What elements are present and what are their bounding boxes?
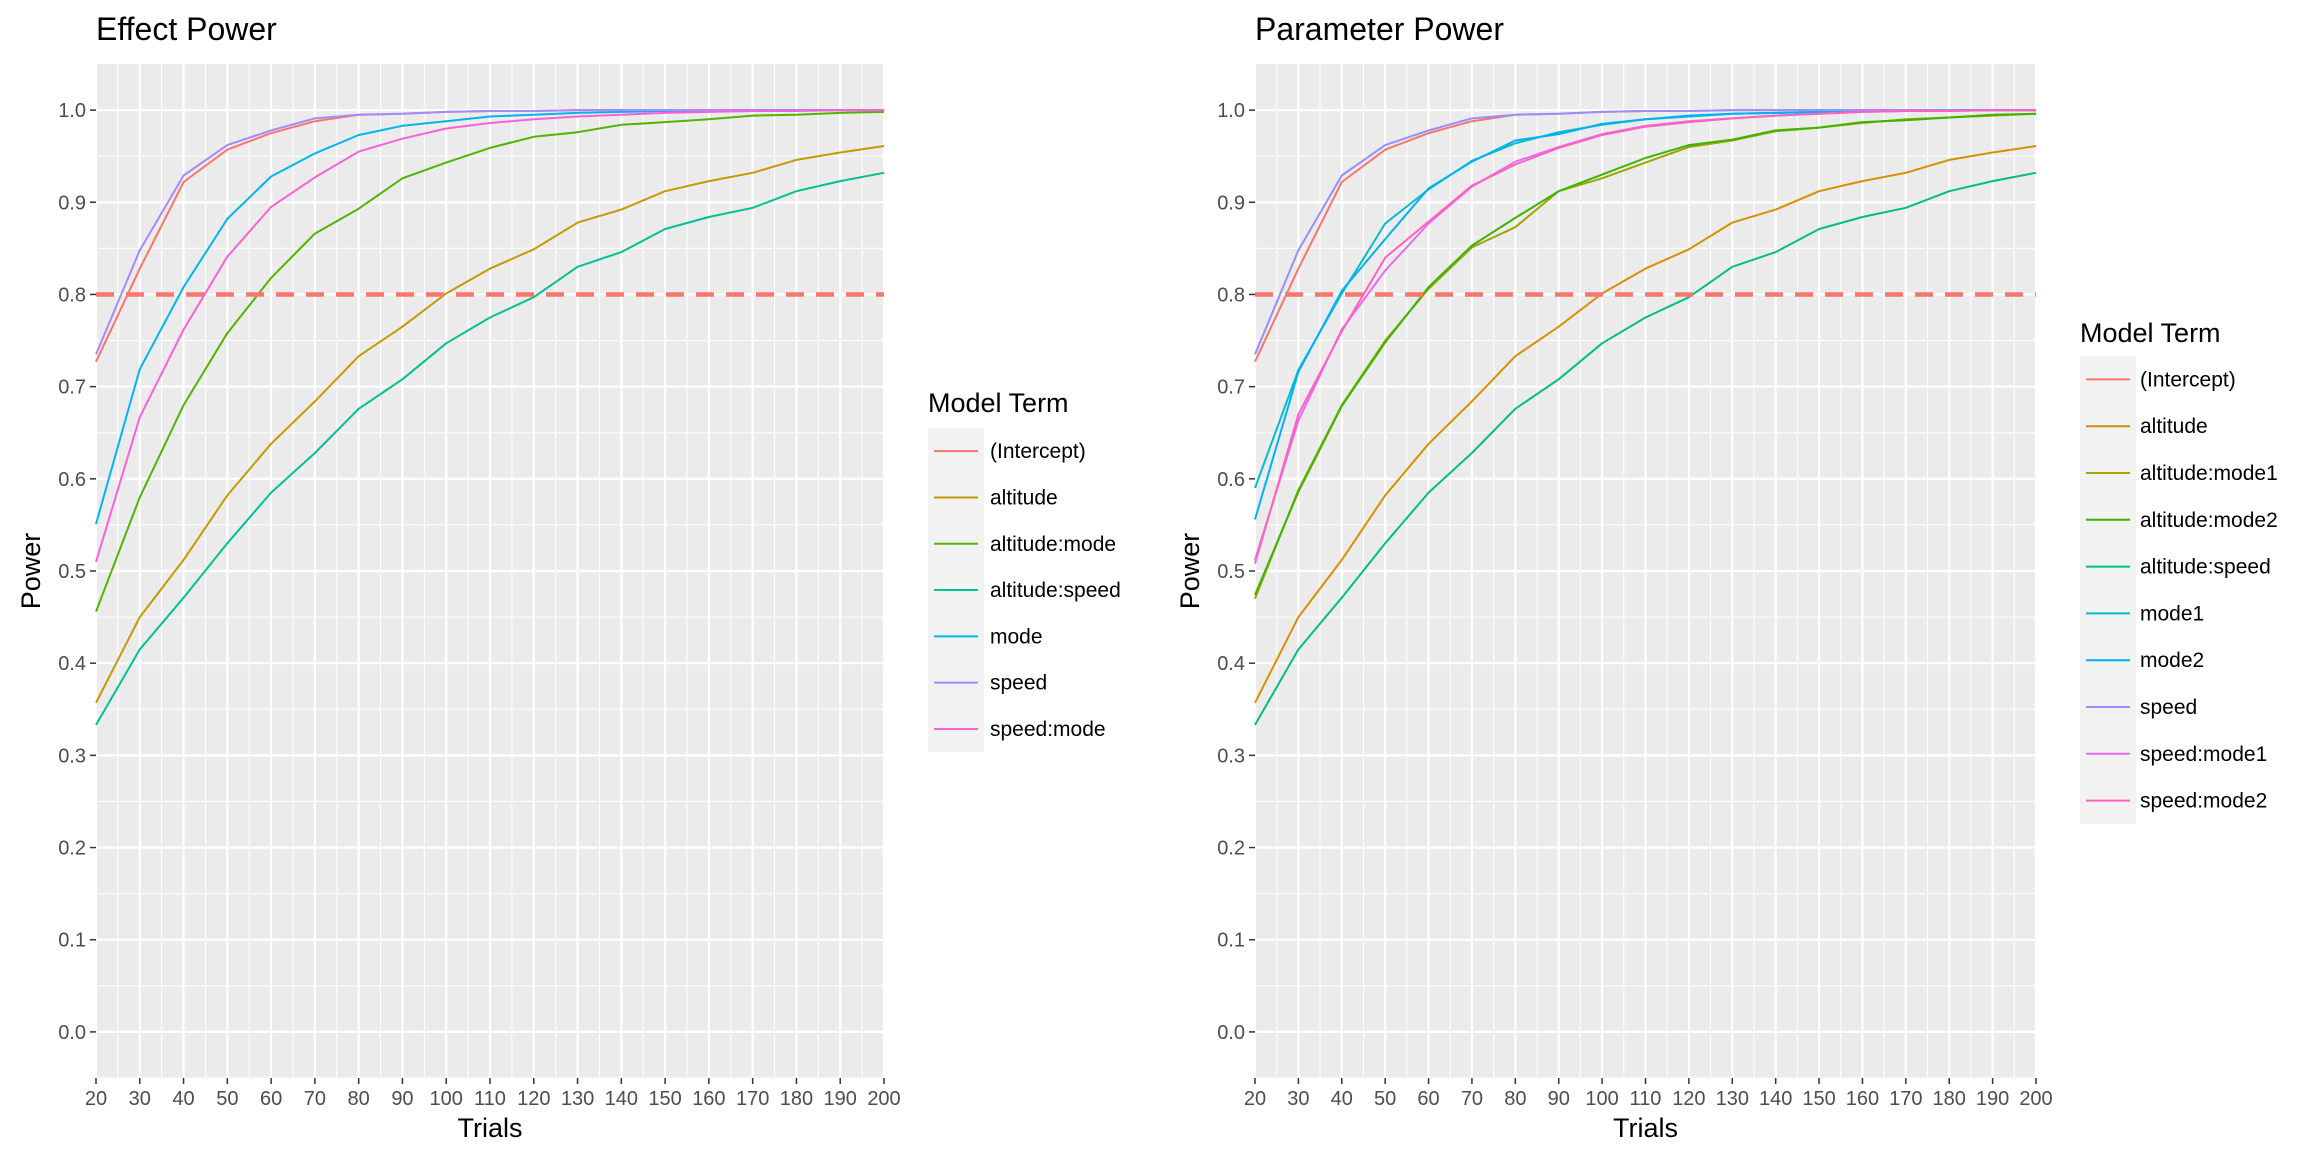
legend-label: mode [990,625,1043,648]
legend: Model Term (Intercept) altitude altitude:mo… [928,388,1121,753]
x-tick-label: 20 [1244,1088,1266,1110]
x-tick-label: 90 [391,1088,413,1110]
x-tick-label: 180 [780,1088,813,1110]
series-line [95,171,885,726]
y-tick-label: 0.7 [1217,377,1245,399]
chart-title: Parameter Power [1255,11,1504,47]
chart-panel-1: Effect Power 0.0 0.1 0.2 0.3 0.4 0.5 0.6 0.7 0.8 0… [16,11,1121,1143]
x-tick-label: 120 [1672,1088,1705,1110]
x-tick-label: 150 [1802,1088,1835,1110]
y-tick-label: 0.8 [58,284,86,306]
x-tick-label: 120 [517,1088,550,1110]
x-tick-label: 170 [1889,1088,1922,1110]
y-tick-label: 0.4 [58,653,86,675]
x-tick-label: 40 [1331,1088,1353,1110]
x-tick-label: 50 [216,1088,238,1110]
x-axis-title: Trials [458,1113,523,1143]
x-tick-label: 80 [1504,1088,1526,1110]
legend-label: speed:mode2 [2140,790,2267,813]
y-tick-label: 0.5 [1217,561,1245,583]
x-tick-label: 170 [736,1088,769,1110]
legend-label: speed:mode [990,718,1106,741]
legend-key-background [2080,356,2136,824]
y-tick-label: 0.0 [58,1022,86,1044]
legend-title: Model Term [2080,318,2221,348]
legend-label: altitude:speed [990,579,1121,602]
x-tick-label: 160 [692,1088,725,1110]
legend-title: Model Term [928,388,1069,418]
x-axis-title: Trials [1613,1113,1678,1143]
y-tick-label: 0.2 [58,838,86,860]
x-tick-label: 100 [430,1088,463,1110]
series-line [1254,112,2037,596]
x-tick-label: 50 [1374,1088,1396,1110]
x-tick-label: 60 [1417,1088,1439,1110]
x-tick-label: 70 [1461,1088,1483,1110]
legend-label: speed:mode1 [2140,743,2267,766]
series-line [1254,171,2037,726]
series-line [1254,145,2037,704]
y-tick-label: 0.5 [58,561,86,583]
legend-label: mode2 [2140,649,2204,672]
y-tick-label: 1.0 [58,100,86,122]
y-tick-label: 0.1 [58,930,86,952]
x-tick-label: 150 [648,1088,681,1110]
y-tick-label: 0.6 [58,469,86,491]
y-tick-label: 0.8 [1217,284,1245,306]
x-tick-label: 110 [1630,1088,1662,1110]
y-tick-label: 0.4 [1217,653,1245,675]
series-line [95,109,884,563]
x-tick-label: 200 [2019,1088,2052,1110]
series-line [95,110,885,612]
x-tick-label: 90 [1548,1088,1570,1110]
y-tick-label: 0.0 [1217,1022,1245,1044]
legend: Model Term (Intercept) altitude altitude:mo… [2080,318,2278,824]
legend-label: (Intercept) [2140,368,2236,391]
y-tick-label: 0.6 [1217,469,1245,491]
legend-label: altitude:speed [2140,556,2271,579]
x-tick-label: 30 [129,1088,151,1110]
x-tick-label: 110 [474,1088,506,1110]
legend-label: altitude [990,486,1058,509]
x-tick-label: 160 [1846,1088,1879,1110]
x-tick-label: 190 [824,1088,857,1110]
x-tick-label: 40 [172,1088,194,1110]
x-tick-label: 60 [260,1088,282,1110]
legend-label: altitude:mode2 [2140,509,2278,532]
series-line [95,145,885,704]
x-tick-label: 100 [1585,1088,1618,1110]
y-axis-title: Power [16,533,46,610]
y-tick-label: 0.7 [58,377,86,399]
x-tick-label: 200 [867,1088,900,1110]
y-tick-label: 0.1 [1217,930,1245,952]
x-tick-label: 70 [304,1088,326,1110]
y-axis-title: Power [1175,533,1205,610]
y-tick-label: 0.9 [58,192,86,214]
legend-label: altitude:mode [990,533,1116,556]
legend-label: speed [2140,696,2197,719]
x-tick-label: 80 [348,1088,370,1110]
x-tick-label: 140 [1759,1088,1792,1110]
x-tick-label: 30 [1287,1088,1309,1110]
y-tick-label: 0.2 [1217,838,1245,860]
chart-panel-2: Parameter Power 0.0 0.1 0.2 0.3 0.4 0.5 0.6 0.7 0… [1175,11,2278,1143]
y-tick-label: 0.3 [1217,745,1245,767]
x-tick-label: 180 [1933,1088,1966,1110]
legend-label: altitude [2140,415,2208,438]
y-tick-label: 1.0 [1217,100,1245,122]
x-tick-label: 20 [85,1088,107,1110]
legend-label: (Intercept) [990,440,1086,463]
series-line [1254,109,2036,564]
y-tick-label: 0.3 [58,745,86,767]
legend-label: altitude:mode1 [2140,462,2278,485]
x-tick-label: 140 [605,1088,638,1110]
y-tick-label: 0.9 [1217,192,1245,214]
chart-title: Effect Power [96,11,277,47]
x-tick-label: 130 [561,1088,594,1110]
legend-label: mode1 [2140,602,2204,625]
x-tick-label: 190 [1976,1088,2009,1110]
legend-label: speed [990,672,1047,695]
x-tick-label: 130 [1716,1088,1749,1110]
